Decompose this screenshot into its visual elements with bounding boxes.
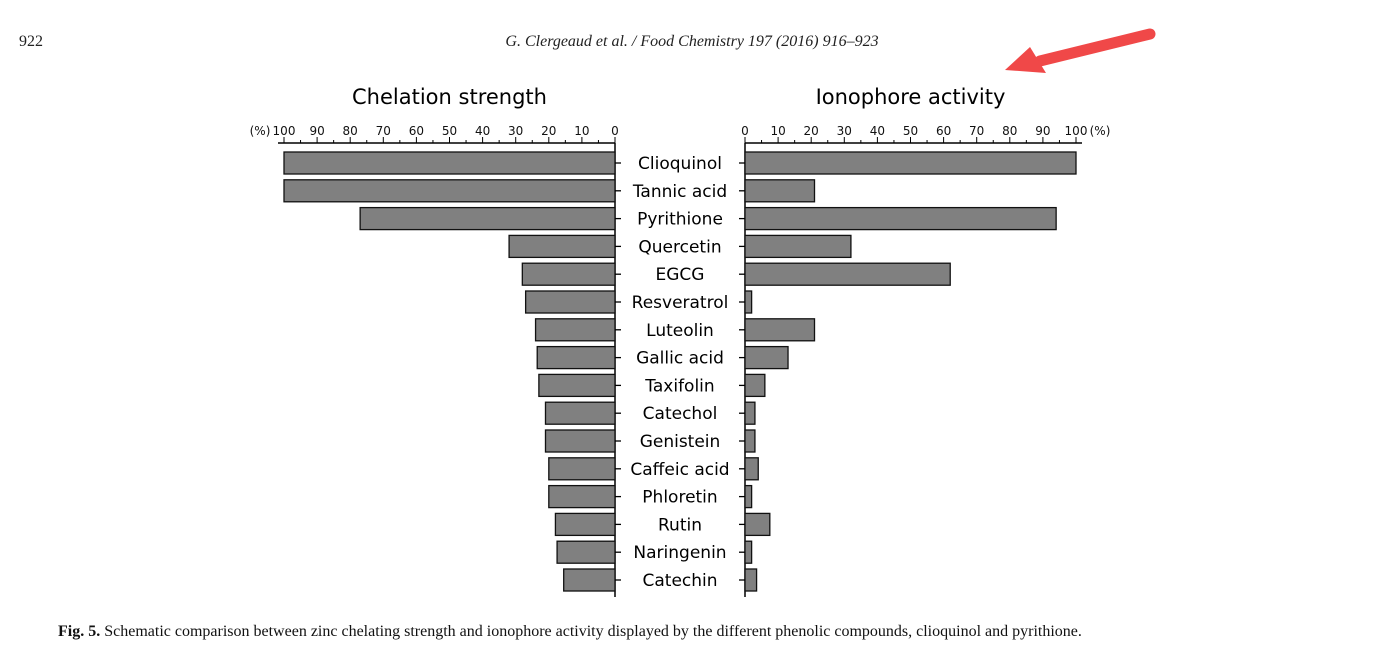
category-label: Quercetin <box>638 237 721 257</box>
bar-genistein <box>744 429 756 453</box>
arrow-head <box>1005 47 1046 73</box>
category-label: Luteolin <box>646 321 714 341</box>
tick-label: 100 <box>1065 124 1088 138</box>
tick-label: 70 <box>376 124 391 138</box>
bar-luteolin <box>534 318 616 342</box>
tick-label: 20 <box>804 124 819 138</box>
bar-tannic-acid <box>744 179 816 203</box>
tick-label: 20 <box>541 124 556 138</box>
caption-text: Schematic comparison between zinc chelat… <box>100 623 1082 640</box>
chart-title: Ionophore activity <box>816 85 1006 109</box>
category-label: Catechin <box>642 571 717 591</box>
bar-caffeic-acid <box>548 457 616 481</box>
bar-egcg <box>521 262 616 286</box>
bar-catechol <box>544 401 616 425</box>
bar-resveratrol <box>524 290 616 314</box>
unit-label: (%) <box>250 124 271 138</box>
bar-taxifolin <box>744 373 766 398</box>
category-label: Gallic acid <box>636 349 724 369</box>
tick-label: 100 <box>273 124 296 138</box>
chart-title: Chelation strength <box>352 85 547 109</box>
tick-label: 80 <box>343 124 358 138</box>
bar-genistein <box>544 429 616 453</box>
bar-quercetin <box>508 234 616 259</box>
bar-egcg <box>744 262 951 286</box>
tick-label: 10 <box>574 124 589 138</box>
bar-rutin <box>554 512 616 537</box>
category-label: Tannic acid <box>632 182 727 202</box>
tick-label: 30 <box>508 124 523 138</box>
tick-label: 60 <box>409 124 424 138</box>
tick-label: 0 <box>741 124 749 138</box>
tick-label: 0 <box>611 124 619 138</box>
unit-label: (%) <box>1090 124 1111 138</box>
bar-naringenin <box>556 540 616 564</box>
bar-phloretin <box>548 484 616 509</box>
bar-quercetin <box>744 234 852 259</box>
bar-catechin <box>744 568 758 592</box>
tick-label: 90 <box>309 124 324 138</box>
tick-label: 40 <box>475 124 490 138</box>
caption-label: Fig. 5. <box>58 623 101 640</box>
bar-gallic-acid <box>536 345 616 370</box>
tick-label: 70 <box>969 124 984 138</box>
bar-naringenin <box>744 540 753 564</box>
tick-label: 90 <box>1035 124 1050 138</box>
category-label: Phloretin <box>642 488 717 508</box>
category-label: Caffeic acid <box>630 460 729 480</box>
bar-catechin <box>563 568 616 592</box>
bar-phloretin <box>744 484 753 509</box>
bar-caffeic-acid <box>744 457 759 481</box>
tick-label: 80 <box>1002 124 1017 138</box>
arrow-shaft <box>1034 28 1156 67</box>
category-label: Taxifolin <box>644 376 714 396</box>
tick-label: 30 <box>837 124 852 138</box>
bar-resveratrol <box>744 290 753 314</box>
bar-gallic-acid <box>744 345 789 370</box>
red-arrow-icon <box>1005 28 1156 73</box>
category-label: Resveratrol <box>632 293 729 313</box>
category-label: Rutin <box>658 515 702 535</box>
category-label: EGCG <box>656 265 705 285</box>
tick-label: 50 <box>442 124 457 138</box>
running-head: G. Clergeaud et al. / Food Chemistry 197… <box>505 33 879 50</box>
tick-label: 10 <box>770 124 785 138</box>
category-label: Catechol <box>643 404 718 424</box>
category-label: Naringenin <box>633 543 726 563</box>
category-label: Pyrithione <box>637 210 723 230</box>
bar-pyrithione <box>744 206 1057 231</box>
bar-tannic-acid <box>283 179 616 203</box>
page-number: 922 <box>19 33 43 50</box>
figure-caption: Fig. 5. Schematic comparison between zin… <box>58 623 1082 641</box>
bar-rutin <box>744 512 771 537</box>
bar-pyrithione <box>359 206 616 231</box>
tick-label: 40 <box>870 124 885 138</box>
bar-luteolin <box>744 318 816 342</box>
tick-label: 50 <box>903 124 918 138</box>
bar-clioquinol <box>283 151 616 175</box>
category-label: Genistein <box>640 432 721 452</box>
category-label: Clioquinol <box>638 154 722 174</box>
bar-catechol <box>744 401 756 425</box>
tick-label: 60 <box>936 124 951 138</box>
bar-taxifolin <box>538 373 616 398</box>
bar-clioquinol <box>744 151 1077 175</box>
